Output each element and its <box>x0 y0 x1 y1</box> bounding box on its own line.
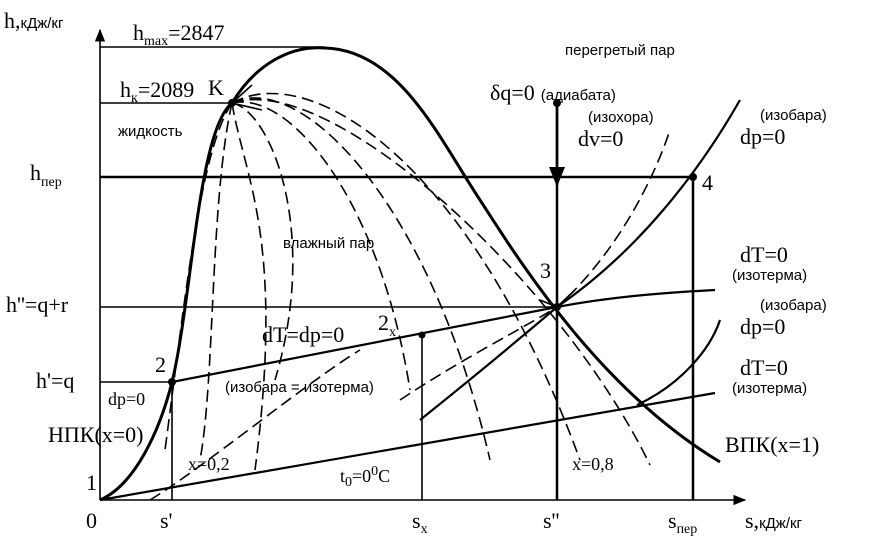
curve-label: dT=0 <box>740 242 788 267</box>
curve-label: НПК(x=0) <box>48 422 144 447</box>
level: hпер <box>30 160 62 190</box>
region: жидкость <box>118 123 183 140</box>
curve-label: (изотерма) <box>732 380 807 397</box>
curve-label: (изохора) <box>588 109 654 126</box>
point-label: 1 <box>86 470 97 495</box>
y-axis-label: h,кДж/кг <box>4 8 64 33</box>
level: hк=2089 <box>120 77 194 106</box>
point-label: K <box>208 75 224 100</box>
region: влажный пар <box>283 235 374 252</box>
curve-label: dp=0 <box>740 124 785 149</box>
region: перегретый пар <box>565 42 675 59</box>
points <box>168 99 697 386</box>
curve-label: dT=dp=0 <box>262 322 344 347</box>
curve-label: dp=0 <box>108 389 145 409</box>
origin: 0 <box>86 508 97 533</box>
point-label: 2 <box>155 352 166 377</box>
curve-label: dT=0 <box>740 355 788 380</box>
curve-label: dp=0 <box>740 314 785 339</box>
curve-label: (изобара = изотерма) <box>225 379 374 396</box>
x-axis-label: s,кДж/кг <box>745 508 803 533</box>
s-tick: s'' <box>543 508 560 533</box>
curve-label: ВПК(x=1) <box>725 432 819 457</box>
level: hmax=2847 <box>133 20 225 49</box>
point-label: 3 <box>540 258 551 283</box>
s-tick: sx <box>412 508 428 537</box>
point-label: 2x <box>378 310 396 340</box>
s-tick: s' <box>160 508 173 533</box>
curve-label: δq=0 (адиабата) <box>490 80 616 105</box>
level: h'=q <box>36 368 74 393</box>
point-label: 4 <box>702 170 713 195</box>
curve-label: x=0,8 <box>572 454 614 474</box>
labels: h,кДж/кг s,кДж/кг 0 hmax=2847 hк=2089 hп… <box>4 8 827 537</box>
curve-label: dv=0 <box>578 126 623 151</box>
s-tick: sпер <box>668 508 697 537</box>
curve-label: (изобара) <box>760 107 827 124</box>
curve-label: (изотерма) <box>732 267 807 284</box>
curve-label: x=0,2 <box>188 454 230 474</box>
curve-label: t0=00C <box>340 464 390 490</box>
level: h''=q+r <box>6 292 69 317</box>
curve-label: (изобара) <box>760 297 827 314</box>
